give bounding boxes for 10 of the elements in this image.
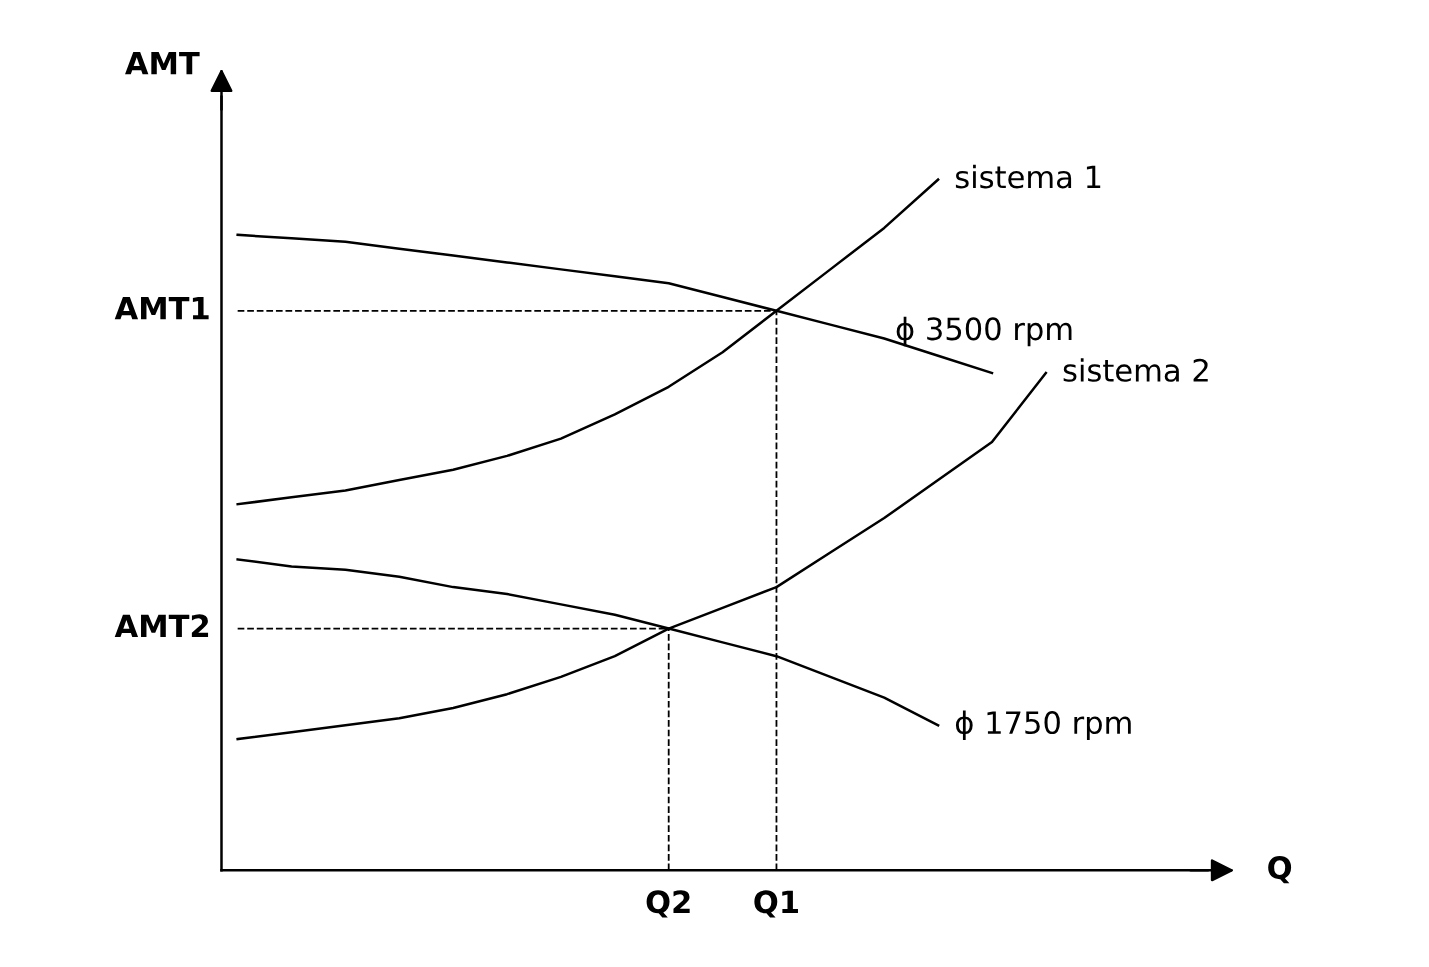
ref-line-label: AMT1 <box>114 296 209 320</box>
x-axis-title: Q <box>1268 856 1292 884</box>
series-label: sistema 2 <box>1063 358 1208 382</box>
series-label: ϕ 1750 rpm <box>955 710 1131 741</box>
x-tick-label: Q1 <box>754 890 798 918</box>
series-label: sistema 1 <box>955 164 1101 189</box>
series-label: ϕ 3500 rpm <box>896 316 1072 347</box>
ref-line-label: AMT2 <box>114 614 209 637</box>
y-axis-title: AMT <box>125 51 200 75</box>
x-tick-label: Q2 <box>646 890 690 918</box>
